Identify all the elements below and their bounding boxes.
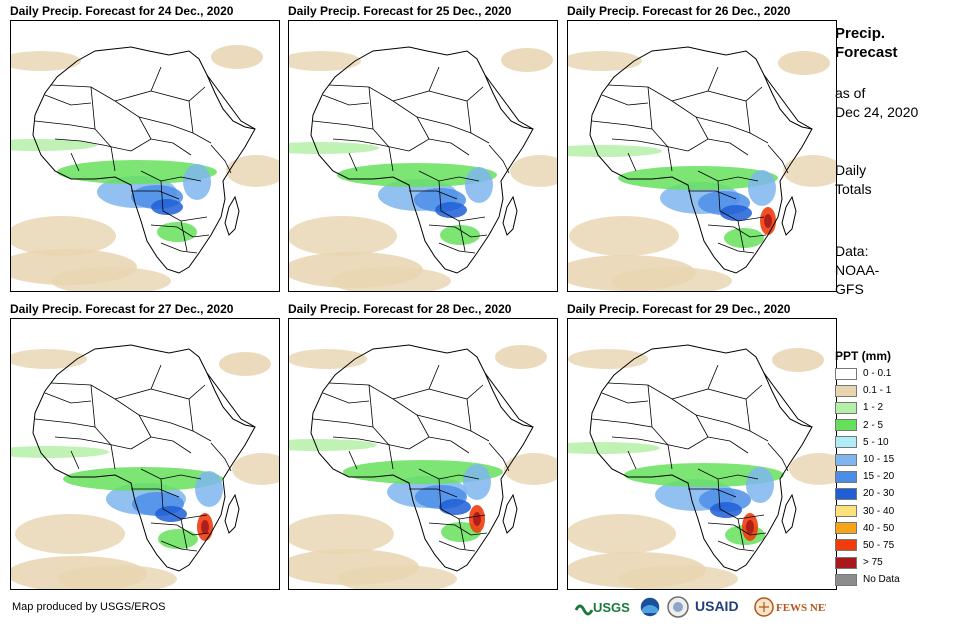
forecast-panel-28-dec: Daily Precip. Forecast for 28 Dec., 2020 (288, 300, 558, 592)
precip-map (10, 20, 280, 292)
legend-row: > 75 (835, 554, 955, 571)
legend-swatch (835, 419, 857, 432)
forecast-panel-29-dec: Daily Precip. Forecast for 29 Dec., 2020 (567, 300, 837, 592)
africa-map-graphic (568, 344, 836, 589)
totals-note: Daily Totals (835, 161, 872, 199)
legend-label: 0.1 - 1 (863, 385, 892, 397)
legend-row: 10 - 15 (835, 451, 955, 468)
legend-row: No Data (835, 571, 955, 588)
legend-label: 1 - 2 (863, 402, 884, 414)
africa-map-graphic (11, 45, 279, 291)
data-source-line2: NOAA- (835, 262, 880, 278)
legend-row: 0.1 - 1 (835, 382, 955, 399)
panel-title: Daily Precip. Forecast for 28 Dec., 2020 (288, 302, 512, 316)
precip-map (288, 318, 558, 590)
legend-label: No Data (863, 574, 900, 586)
legend-swatch (835, 556, 857, 569)
legend-swatch (835, 453, 857, 466)
legend-swatch (835, 573, 857, 586)
panel-title: Daily Precip. Forecast for 29 Dec., 2020 (567, 302, 791, 316)
panel-title: Daily Precip. Forecast for 24 Dec., 2020 (10, 4, 234, 18)
legend-row: 20 - 30 (835, 485, 955, 502)
fews-net-logo: FEWS NET (754, 594, 826, 620)
doi-seal-logo (666, 594, 690, 620)
usaid-logo-text: USAID (695, 598, 739, 614)
legend-label: 5 - 10 (863, 436, 889, 448)
legend-swatch (835, 487, 857, 500)
legend-swatch (835, 505, 857, 518)
legend-row: 2 - 5 (835, 417, 955, 434)
legend-title: PPT (mm) (835, 349, 892, 363)
legend: PPT (mm) 0 - 0.1 0.1 - 1 1 - 2 2 - 5 5 - 10 1… (835, 347, 955, 588)
precip-map (567, 318, 837, 590)
noaa-logo (638, 594, 662, 620)
logo-strip: USGS USAID FEWS NET (574, 594, 828, 620)
data-source-line3: GFS (835, 281, 864, 297)
legend-row: 50 - 75 (835, 537, 955, 554)
side-title: Precip. Forecast (835, 24, 898, 62)
africa-map-graphic (568, 46, 836, 291)
legend-row: 40 - 50 (835, 520, 955, 537)
legend-swatch (835, 436, 857, 449)
legend-row: 15 - 20 (835, 468, 955, 485)
totals-line1: Daily (835, 162, 867, 178)
legend-label: > 75 (863, 557, 883, 569)
legend-label: 50 - 75 (863, 539, 895, 551)
precip-map (288, 20, 558, 292)
precip-map (10, 318, 280, 590)
forecast-panel-25-dec: Daily Precip. Forecast for 25 Dec., 2020 (288, 2, 558, 294)
as-of-value: Dec 24, 2020 (835, 104, 919, 120)
as-of-date: as of Dec 24, 2020 (835, 84, 918, 122)
legend-row: 0 - 0.1 (835, 365, 955, 382)
legend-label: 2 - 5 (863, 419, 884, 431)
legend-row: 1 - 2 (835, 399, 955, 416)
africa-map-graphic (289, 344, 557, 589)
usgs-logo: USGS (574, 594, 634, 620)
as-of-label: as of (835, 85, 866, 101)
legend-swatch (835, 384, 857, 397)
side-title-line2: Forecast (835, 44, 898, 61)
panel-title: Daily Precip. Forecast for 26 Dec., 2020 (567, 4, 791, 18)
legend-label: 0 - 0.1 (863, 368, 892, 380)
legend-swatch (835, 539, 857, 552)
legend-row: 5 - 10 (835, 434, 955, 451)
usaid-logo: USAID (694, 594, 754, 620)
legend-row: 30 - 40 (835, 503, 955, 520)
legend-label: 10 - 15 (863, 454, 895, 466)
panel-title: Daily Precip. Forecast for 27 Dec., 2020 (10, 302, 234, 316)
forecast-panel-27-dec: Daily Precip. Forecast for 27 Dec., 2020 (10, 300, 280, 592)
legend-label: 30 - 40 (863, 505, 895, 517)
legend-label: 20 - 30 (863, 488, 895, 500)
data-source-label: Data: (835, 243, 869, 259)
fews-net-logo-text: FEWS NET (776, 602, 826, 614)
precip-map (567, 20, 837, 292)
usgs-logo-text: USGS (593, 600, 630, 615)
legend-label: 15 - 20 (863, 471, 895, 483)
totals-line2: Totals (835, 181, 872, 197)
legend-label: 40 - 50 (863, 522, 895, 534)
legend-swatch (835, 470, 857, 483)
side-title-line1: Precip. (835, 25, 886, 42)
credit-text: Map produced by USGS/EROS (12, 601, 166, 613)
legend-swatch (835, 401, 857, 414)
data-source: Data: NOAA- GFS (835, 242, 879, 299)
legend-rows: 0 - 0.1 0.1 - 1 1 - 2 2 - 5 5 - 10 10 - 15 15 … (835, 365, 955, 588)
africa-map-graphic (11, 344, 279, 589)
forecast-panel-26-dec: Daily Precip. Forecast for 26 Dec., 2020 (567, 2, 837, 294)
panel-title: Daily Precip. Forecast for 25 Dec., 2020 (288, 4, 512, 18)
legend-swatch (835, 367, 857, 380)
africa-map-graphic (289, 46, 557, 291)
forecast-panel-24-dec: Daily Precip. Forecast for 24 Dec., 2020 (10, 2, 280, 294)
legend-swatch (835, 522, 857, 535)
